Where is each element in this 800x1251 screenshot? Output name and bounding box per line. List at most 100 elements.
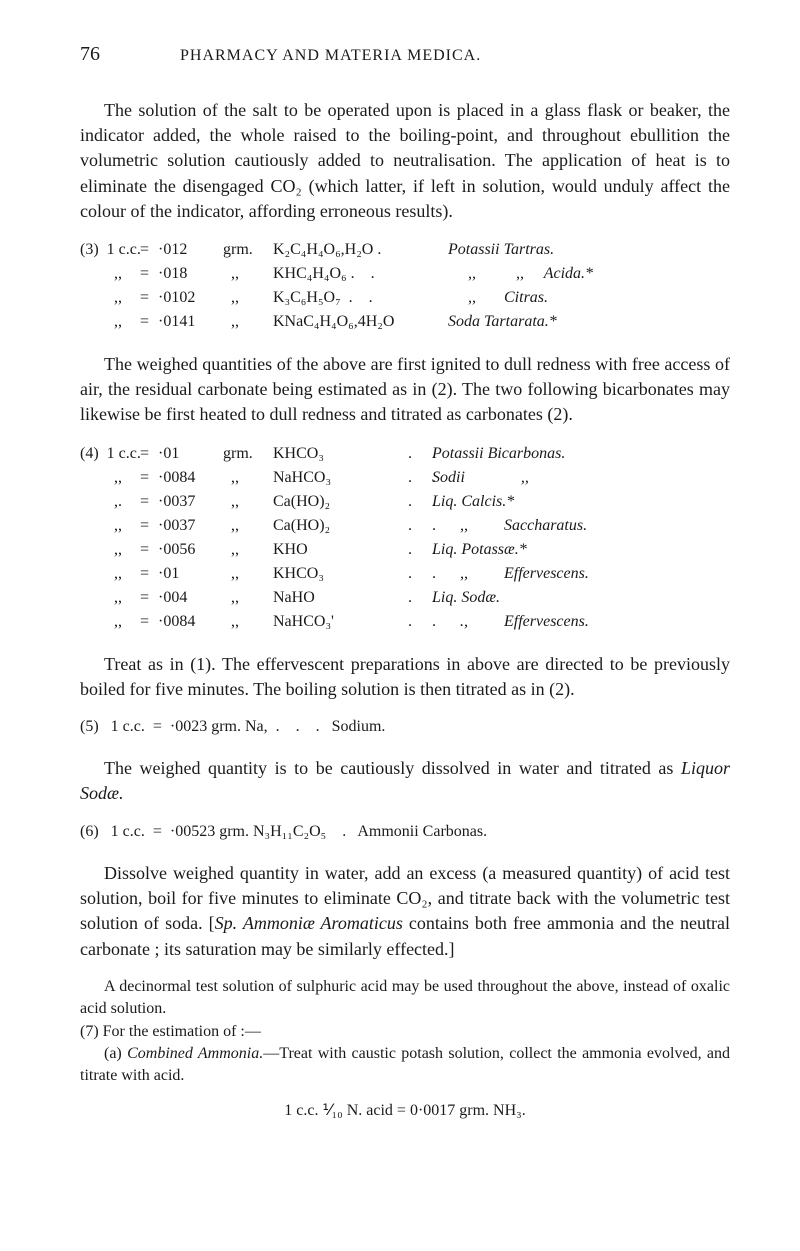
formula: KHCO₃ [273, 442, 408, 466]
unit: ,, [223, 538, 273, 562]
equals: = [140, 514, 158, 538]
value: ·012 [158, 238, 223, 262]
unit: ,, [223, 586, 273, 610]
value: ·004 [158, 586, 223, 610]
equals: = [140, 562, 158, 586]
value: ·0084 [158, 466, 223, 490]
equals: = [140, 538, 158, 562]
formula: NaHO [273, 586, 408, 610]
dots: . . [408, 466, 432, 490]
equals: = [140, 586, 158, 610]
dots: . . [408, 490, 432, 514]
value: ·018 [158, 262, 223, 286]
table-3: (3) 1 c.c. = ·012 grm. K₂C₄H₄O₆,H₂O . Po… [80, 238, 730, 334]
row-marker: ,, [80, 310, 140, 334]
value: ·0141 [158, 310, 223, 334]
unit: ,, [223, 562, 273, 586]
value: ·01 [158, 562, 223, 586]
unit: ,, [223, 310, 273, 334]
paragraph-3: Treat as in (1). The effervescent prepar… [80, 652, 730, 702]
row-marker: ,, [80, 262, 140, 286]
description: Potassii Tartras. [448, 238, 730, 262]
value: ·0056 [158, 538, 223, 562]
row-marker: ,, [80, 286, 140, 310]
description: Sodii ,, [432, 466, 730, 490]
dots: . . [408, 610, 432, 634]
unit: grm. [223, 238, 273, 262]
table-row: ,, = ·0084 ,, NaHCO₃ . . Sodii ,, [80, 466, 730, 490]
footnote: A decinormal test solution of sulphuric … [80, 976, 730, 1088]
equals: = [140, 442, 158, 466]
page-number: 76 [80, 40, 100, 68]
footnote-line-3: (a) Combined Ammonia.—Treat with caustic… [80, 1043, 730, 1088]
value: ·01 [158, 442, 223, 466]
dots: . . [408, 562, 432, 586]
equals: = [140, 286, 158, 310]
unit: ,, [223, 490, 273, 514]
equals: = [140, 238, 158, 262]
para4-text: The weighed quantity is to be cautiously… [104, 758, 681, 778]
table-row: ,, = ·0056 ,, KHO . . Liq. Potassæ.* [80, 538, 730, 562]
equals: = [140, 262, 158, 286]
row-marker: ,, [80, 562, 140, 586]
table-row: ,, = ·0141 ,, KNaC₄H₄O₆,4H₂O Soda Tartar… [80, 310, 730, 334]
row-marker: ,, [80, 514, 140, 538]
row-marker: ,. [80, 490, 140, 514]
table-row: ,, = ·0037 ,, Ca(HO)₂ . . ,, Saccharatus… [80, 514, 730, 538]
formula: K₂C₄H₄O₆,H₂O . [273, 238, 448, 262]
value: ·0037 [158, 490, 223, 514]
table-row: ,, = ·0084 ,, NaHCO₃' . . ., Effervescen… [80, 610, 730, 634]
footnote-line-1: A decinormal test solution of sulphuric … [80, 976, 730, 1021]
formula: NaHCO₃' [273, 610, 408, 634]
row-marker: ,, [80, 538, 140, 562]
formula: KHO [273, 538, 408, 562]
final-equation: 1 c.c. ⅟₁₀ N. acid = 0·0017 grm. NH₃. [80, 1100, 730, 1122]
formula: Ca(HO)₂ [273, 490, 408, 514]
description: Liq. Potassæ.* [432, 538, 730, 562]
formula: KNaC₄H₄O₆,4H₂O [273, 310, 448, 334]
dots: . . [408, 538, 432, 562]
unit: ,, [223, 514, 273, 538]
equals: = [140, 490, 158, 514]
paragraph-5: Dissolve weighed quantity in water, add … [80, 861, 730, 962]
equals: = [140, 310, 158, 334]
description: ., Effervescens. [432, 610, 730, 634]
table-row: ,, = ·004 ,, NaHO . . Liq. Sodæ. [80, 586, 730, 610]
row-marker: ,, [80, 586, 140, 610]
line-5: (5) 1 c.c. = ·0023 grm. Na, . . . Sodium… [80, 716, 730, 738]
unit: ,, [223, 610, 273, 634]
dots: . . [408, 442, 432, 466]
unit: ,, [223, 262, 273, 286]
description: Liq. Sodæ. [432, 586, 730, 610]
equals: = [140, 466, 158, 490]
paragraph-4: The weighed quantity is to be cautiously… [80, 756, 730, 806]
unit: ,, [223, 466, 273, 490]
unit: grm. [223, 442, 273, 466]
page-title: PHARMACY AND MATERIA MEDICA. [180, 45, 481, 67]
table-row: (4) 1 c.c. = ·01 grm. KHCO₃ . . Potassii… [80, 442, 730, 466]
table-row: ,. = ·0037 ,, Ca(HO)₂ . . Liq. Calcis.* [80, 490, 730, 514]
row-marker: ,, [80, 610, 140, 634]
table-row: ,, = ·01 ,, KHCO₃ . . ,, Effervescens. [80, 562, 730, 586]
table-row: (3) 1 c.c. = ·012 grm. K₂C₄H₄O₆,H₂O . Po… [80, 238, 730, 262]
description: Soda Tartarata.* [448, 310, 730, 334]
paragraph-2: The weighed quantities of the above are … [80, 352, 730, 428]
table-row: ,, = ·018 ,, KHC₄H₄O₆ . . ,, ,, Acida.* [80, 262, 730, 286]
dots: . . [408, 586, 432, 610]
page-header: 76 PHARMACY AND MATERIA MEDICA. [80, 40, 730, 68]
footnote-line-2: (7) For the estimation of :— [80, 1021, 730, 1043]
description: ,, Saccharatus. [432, 514, 730, 538]
formula: KHCO₃ [273, 562, 408, 586]
formula: KHC₄H₄O₆ . . [273, 262, 448, 286]
description: Liq. Calcis.* [432, 490, 730, 514]
equals: = [140, 610, 158, 634]
unit: ,, [223, 286, 273, 310]
value: ·0084 [158, 610, 223, 634]
description: ,, Effervescens. [432, 562, 730, 586]
dots: . . [408, 514, 432, 538]
row-marker: (3) 1 c.c. [80, 238, 140, 262]
line-6: (6) 1 c.c. = ·00523 grm. N₃H₁₁C₂O₅ . Amm… [80, 821, 730, 843]
row-marker: ,, [80, 466, 140, 490]
table-4: (4) 1 c.c. = ·01 grm. KHCO₃ . . Potassii… [80, 442, 730, 634]
para5-b: Sp. Ammoniæ Aromaticus [215, 913, 403, 933]
